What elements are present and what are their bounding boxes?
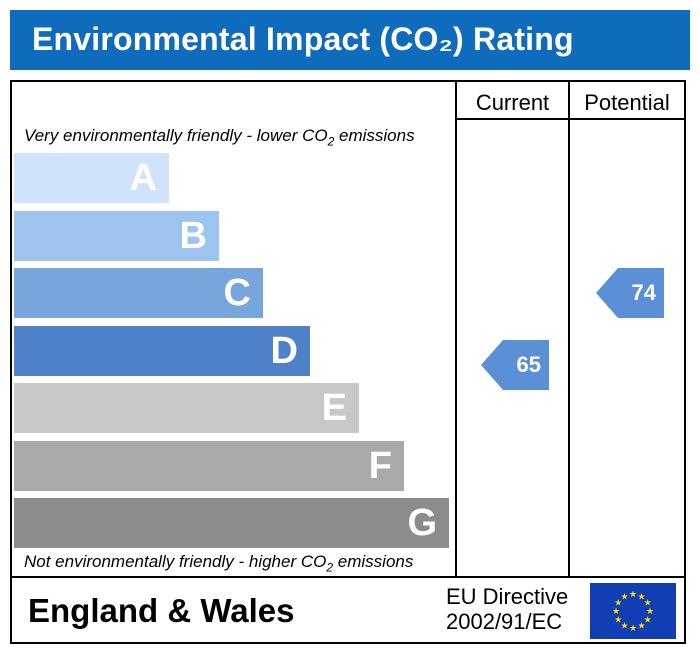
caption-bottom: Not environmentally friendly - higher CO… [24, 552, 414, 575]
band-a: A [14, 153, 169, 203]
svg-text:★: ★ [614, 598, 622, 608]
svg-text:★: ★ [629, 623, 637, 633]
svg-text:★: ★ [644, 598, 652, 608]
divider-current [455, 82, 457, 578]
svg-text:★: ★ [637, 621, 645, 631]
band-letter: B [179, 214, 207, 257]
current-rating-arrow: 65 [481, 339, 549, 390]
svg-text:★: ★ [637, 591, 645, 601]
band-letter: F [368, 444, 392, 487]
band-d: D [14, 325, 310, 376]
directive-line2: 2002/91/EC [446, 609, 563, 634]
footer-divider [12, 576, 684, 578]
svg-text:★: ★ [646, 606, 654, 616]
eu-flag-icon: ★ ★ ★ ★ ★ ★ ★ ★ ★ ★ ★ ★ [590, 583, 676, 639]
svg-text:★: ★ [612, 606, 620, 616]
band-f: F [14, 440, 404, 491]
band-g: G [14, 498, 449, 548]
svg-text:★: ★ [629, 589, 637, 599]
svg-text:★: ★ [644, 615, 652, 625]
rating-frame: Current Potential Very environmentally f… [10, 80, 686, 644]
header-divider [455, 118, 684, 120]
divider-potential [568, 82, 570, 578]
svg-text:★: ★ [620, 621, 628, 631]
band-c: C [14, 268, 263, 318]
potential-rating-value: 74 [631, 280, 656, 305]
region-label: England & Wales [28, 592, 295, 629]
current-rating-value: 65 [516, 351, 541, 377]
chart-title: Environmental Impact (CO₂) Rating [32, 21, 574, 57]
band-letter: A [129, 157, 157, 199]
title-bar: Environmental Impact (CO₂) Rating [10, 10, 690, 70]
band-letter: C [223, 272, 251, 314]
column-potential: Potential [584, 90, 670, 115]
directive-line1: EU Directive [446, 584, 569, 609]
band-b: B [14, 210, 219, 261]
svg-text:★: ★ [614, 615, 622, 625]
column-current: Current [475, 90, 550, 115]
band-letter: D [270, 329, 298, 372]
band-letter: G [407, 502, 437, 544]
svg-text:★: ★ [620, 591, 628, 601]
band-e: E [14, 383, 359, 433]
band-letter: E [321, 387, 347, 429]
potential-rating-arrow: 74 [596, 268, 664, 318]
directive-label: EU Directive 2002/91/EC [446, 584, 568, 634]
caption-top: Very environmentally friendly - lower CO… [24, 126, 415, 149]
